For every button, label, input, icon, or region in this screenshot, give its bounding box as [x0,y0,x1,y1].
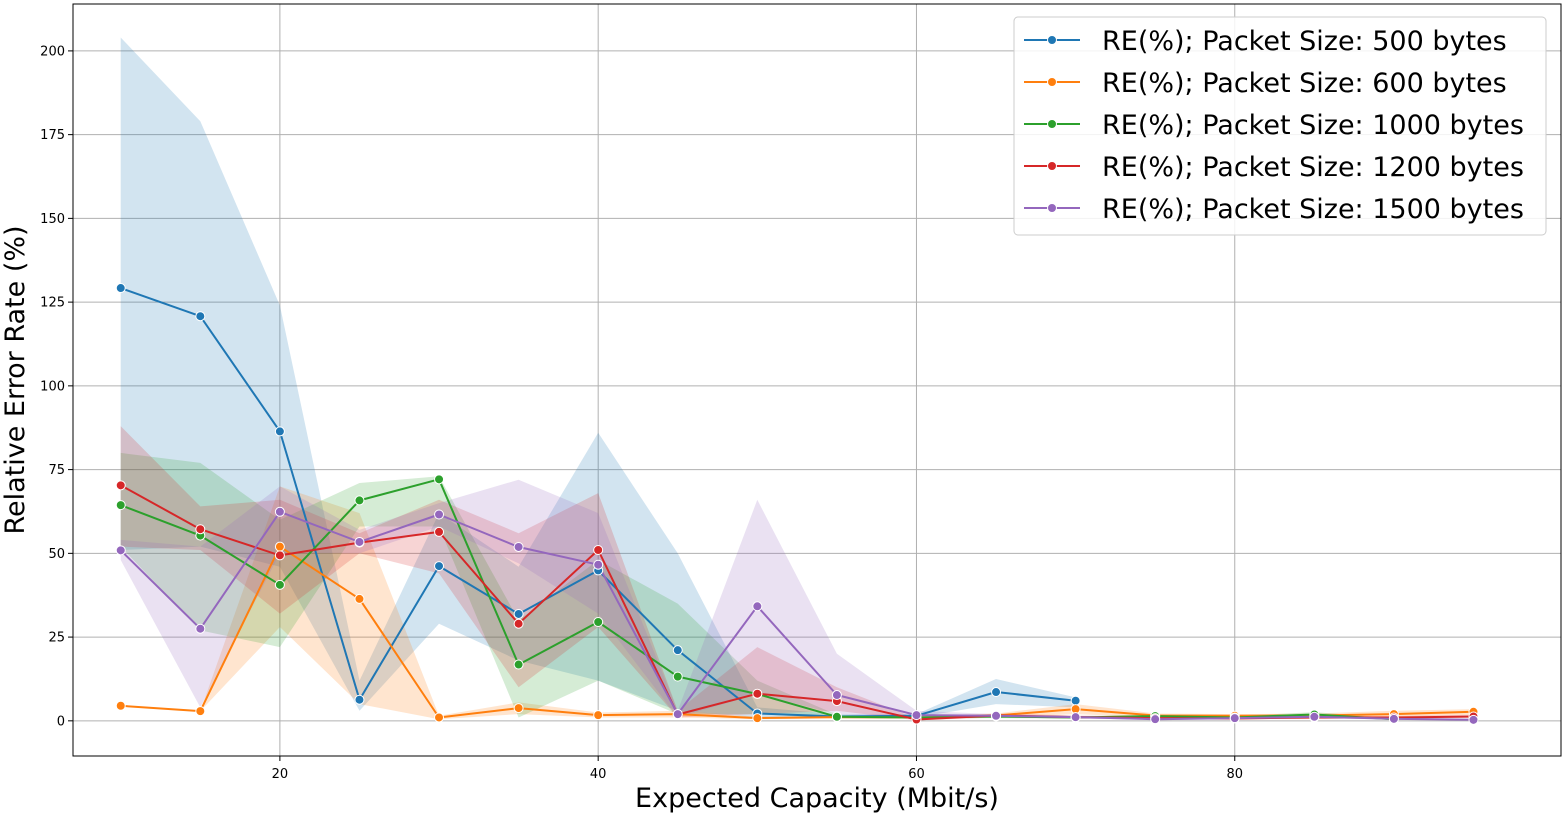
data-point-500 [274,426,285,437]
legend-label: RE(%); Packet Size: 1500 bytes [1102,194,1524,225]
legend-item: RE(%); Packet Size: 1000 bytes [1024,110,1524,141]
legend-item: RE(%); Packet Size: 600 bytes [1024,68,1507,99]
data-point-1500 [1150,714,1161,725]
data-point-1500 [1468,714,1479,725]
y-tick-label: 125 [40,296,65,311]
data-point-1500 [1070,712,1081,723]
series-line-1500 [119,510,1474,721]
y-tick-label: 50 [48,547,65,562]
confidence-band-600 [120,486,1474,720]
x-tick-label: 60 [908,767,925,782]
data-point-1500 [195,623,206,634]
legend-marker-swatch [1047,35,1057,45]
data-point-1000 [354,495,365,506]
data-point-1500 [1388,713,1399,724]
data-point-1200 [434,526,445,537]
data-point-600 [593,710,604,721]
data-point-1200 [274,550,285,561]
series-markers [115,283,1479,725]
data-point-1200 [752,688,763,699]
legend-marker-swatch [1047,203,1057,213]
data-point-500 [991,687,1002,698]
legend-box [1013,16,1547,236]
data-point-1200 [513,618,524,629]
x-tick-label: 40 [590,767,607,782]
data-point-1000 [831,711,842,722]
data-point-1200 [593,544,604,555]
plot-frame [72,3,1562,757]
data-point-1000 [115,500,126,511]
data-point-500 [513,608,524,619]
legend-marker-swatch [1047,77,1057,87]
y-tick-label: 175 [40,128,65,143]
confidence-band-1500 [120,479,1474,721]
data-point-1000 [593,617,604,628]
legend-marker-swatch [1047,119,1057,129]
legend-item: RE(%); Packet Size: 1500 bytes [1024,194,1524,225]
x-tick-label: 20 [272,767,289,782]
data-point-600 [115,700,126,711]
series-line-600 [120,545,1474,720]
data-point-600 [274,541,285,552]
data-point-500 [354,694,365,705]
data-point-1500 [752,601,763,612]
legend-marker-swatch [1047,161,1057,171]
x-axis-label: Expected Capacity (Mbit/s) [635,783,999,814]
data-point-1500 [911,710,922,721]
y-tick-label: 0 [57,714,65,729]
data-point-1500 [434,509,445,520]
data-point-500 [434,561,445,572]
data-point-1500 [672,709,683,720]
data-point-600 [195,706,206,717]
y-tick-label: 200 [40,44,65,59]
data-point-1000 [274,579,285,590]
data-point-1000 [672,671,683,682]
legend: RE(%); Packet Size: 500 bytes RE(%); Pack… [1013,16,1547,236]
legend-label: RE(%); Packet Size: 1000 bytes [1102,110,1524,141]
y-tick-label: 100 [40,379,65,394]
data-point-1500 [354,536,365,547]
y-axis-label: Relative Error Rate (%) [0,225,31,534]
data-point-1500 [1309,711,1320,722]
data-point-500 [115,283,126,294]
data-point-500 [1070,695,1081,706]
data-point-600 [513,703,524,714]
data-point-1500 [115,545,126,556]
data-point-600 [434,712,445,723]
data-point-1500 [991,710,1002,721]
data-point-500 [672,645,683,656]
data-point-1500 [593,559,604,570]
data-point-1200 [195,524,206,535]
data-point-1500 [513,541,524,552]
confidence-bands [120,37,1474,721]
data-point-500 [195,311,206,322]
legend-label: RE(%); Packet Size: 1200 bytes [1102,152,1524,183]
y-tick-label: 25 [48,631,65,646]
data-point-1500 [831,690,842,701]
legend-label: RE(%); Packet Size: 600 bytes [1102,68,1507,99]
data-point-1500 [1229,713,1240,724]
legend-item: RE(%); Packet Size: 500 bytes [1024,26,1507,57]
confidence-band-1000 [120,452,1394,720]
axis-ticks: 20 40 60 80 0 25 50 75 100 125 150 175 200 [40,44,1243,782]
y-tick-label: 75 [48,463,65,478]
confidence-band-500 [120,37,1076,718]
legend-label: RE(%); Packet Size: 500 bytes [1102,26,1507,57]
data-point-1500 [274,506,285,517]
data-point-1200 [115,480,126,491]
data-point-600 [354,593,365,604]
x-tick-label: 80 [1226,767,1243,782]
data-point-1000 [434,474,445,485]
data-point-1000 [513,659,524,670]
legend-item: RE(%); Packet Size: 1200 bytes [1024,152,1524,183]
y-tick-label: 150 [40,212,65,227]
data-point-600 [752,713,763,724]
